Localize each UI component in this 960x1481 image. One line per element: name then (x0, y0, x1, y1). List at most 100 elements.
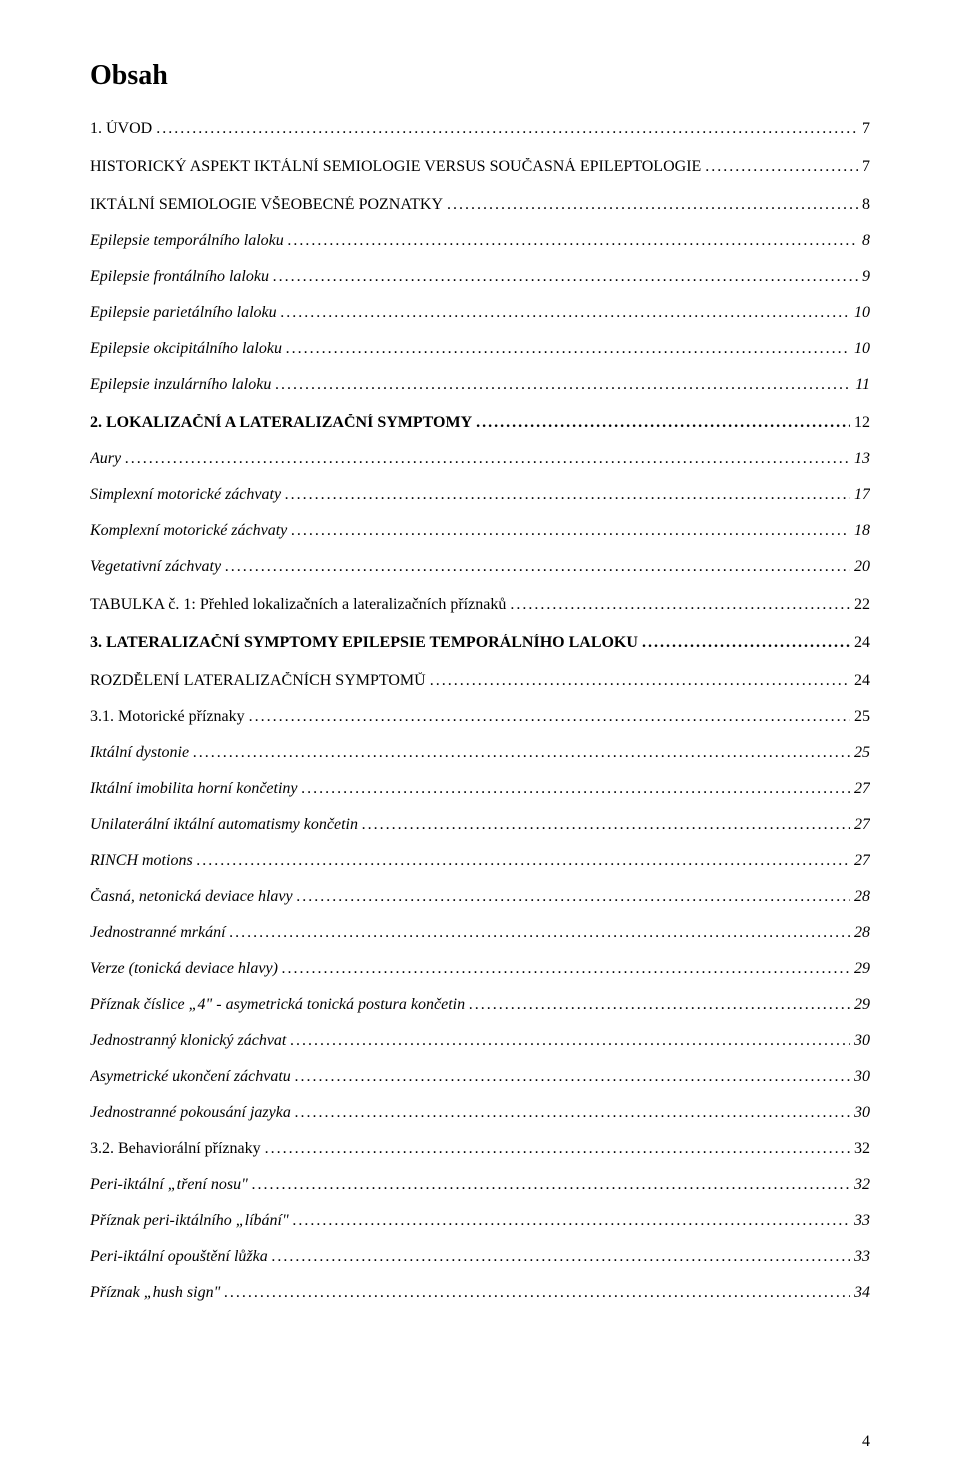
toc-label: 3.1. Motorické příznaky (90, 708, 245, 726)
toc-row: IKTÁLNÍ SEMIOLOGIE VŠEOBECNÉ POZNATKY8 (90, 196, 870, 214)
toc-page-number: 8 (862, 232, 870, 250)
toc-row: Peri-iktální opouštění lůžka33 (90, 1248, 870, 1266)
toc-page-number: 22 (854, 596, 870, 614)
toc-row: Iktální dystonie 25 (90, 744, 870, 762)
toc-leader-dots (510, 596, 850, 614)
toc-leader-dots (302, 780, 850, 798)
toc-row: Verze (tonická deviace hlavy) 29 (90, 960, 870, 978)
toc-label: 1. ÚVOD (90, 120, 152, 138)
document-page: Obsah 1. ÚVOD7 HISTORICKÝ ASPEKT IKTÁLNÍ … (0, 0, 960, 1481)
toc-leader-dots (197, 852, 850, 870)
toc-label: Příznak „hush sign" (90, 1284, 220, 1302)
toc-leader-dots (281, 304, 850, 322)
toc-page-number: 30 (854, 1068, 870, 1086)
toc-label: RINCH motions (90, 852, 193, 870)
toc-page-number: 10 (854, 304, 870, 322)
toc-row: Příznak peri-iktálního „líbání" 33 (90, 1212, 870, 1230)
toc-leader-dots (290, 1032, 850, 1050)
toc-page-number: 11 (855, 376, 870, 394)
toc-label: Asymetrické ukončení záchvatu (90, 1068, 291, 1086)
toc-label: Iktální dystonie (90, 744, 189, 762)
toc-label: Peri-iktální „tření nosu" (90, 1176, 248, 1194)
toc-label: ROZDĚLENÍ LATERALIZAČNÍCH SYMPTOMŮ (90, 672, 426, 690)
toc-leader-dots (272, 1248, 850, 1266)
toc-label: 3.2. Behaviorální příznaky (90, 1140, 261, 1158)
toc-page-number: 27 (854, 852, 870, 870)
toc-label: Epilepsie parietálního laloku (90, 304, 277, 322)
toc-label: Epilepsie inzulárního laloku (90, 376, 271, 394)
toc-row: Aury 13 (90, 450, 870, 468)
toc-page-number: 18 (854, 522, 870, 540)
toc-label: Unilaterální iktální automatismy končeti… (90, 816, 358, 834)
toc-leader-dots (273, 268, 858, 286)
toc-leader-dots (642, 634, 850, 652)
toc-row: TABULKA č. 1: Přehled lokalizačních a la… (90, 596, 870, 614)
toc-page-number: 33 (854, 1212, 870, 1230)
toc-label: 3. LATERALIZAČNÍ SYMPTOMY EPILEPSIE TEMP… (90, 634, 638, 652)
toc-leader-dots (430, 672, 850, 690)
toc-row: 3.2. Behaviorální příznaky32 (90, 1140, 870, 1158)
toc-row: Příznak číslice „4" - asymetrická tonick… (90, 996, 870, 1014)
toc-label: 2. LOKALIZAČNÍ A LATERALIZAČNÍ SYMPTOMY (90, 414, 472, 432)
toc-row: 1. ÚVOD7 (90, 120, 870, 138)
toc-page-number: 25 (854, 708, 870, 726)
toc-row: Jednostranný klonický záchvat 30 (90, 1032, 870, 1050)
toc-leader-dots (225, 558, 850, 576)
toc-page-number: 27 (854, 816, 870, 834)
toc-label: Jednostranné mrkání (90, 924, 226, 942)
toc-row: Jednostranné pokousání jazyka30 (90, 1104, 870, 1122)
toc-page-number: 28 (854, 924, 870, 942)
toc-leader-dots (362, 816, 850, 834)
toc-leader-dots (275, 376, 851, 394)
toc-row: Vegetativní záchvaty20 (90, 558, 870, 576)
toc-leader-dots (286, 340, 850, 358)
toc-page-number: 25 (854, 744, 870, 762)
toc-page-number: 9 (862, 268, 870, 286)
toc-label: Jednostranný klonický záchvat (90, 1032, 286, 1050)
toc-label: Komplexní motorické záchvaty (90, 522, 287, 540)
toc-page-number: 29 (854, 996, 870, 1014)
toc-row: Epilepsie frontálního laloku 9 (90, 268, 870, 286)
toc-row: HISTORICKÝ ASPEKT IKTÁLNÍ SEMIOLOGIE VER… (90, 158, 870, 176)
toc-row: 2. LOKALIZAČNÍ A LATERALIZAČNÍ SYMPTOMY1… (90, 414, 870, 432)
toc-page-number: 32 (854, 1176, 870, 1194)
toc-leader-dots (469, 996, 850, 1014)
toc-page-number: 24 (854, 634, 870, 652)
table-of-contents: 1. ÚVOD7 HISTORICKÝ ASPEKT IKTÁLNÍ SEMIOL… (90, 120, 870, 1302)
toc-leader-dots (297, 888, 850, 906)
toc-leader-dots (265, 1140, 850, 1158)
toc-label: Epilepsie okcipitálního laloku (90, 340, 282, 358)
toc-leader-dots (230, 924, 850, 942)
toc-row: Komplexní motorické záchvaty 18 (90, 522, 870, 540)
toc-label: Verze (tonická deviace hlavy) (90, 960, 278, 978)
toc-page-number: 29 (854, 960, 870, 978)
toc-row: Peri-iktální „tření nosu" 32 (90, 1176, 870, 1194)
toc-leader-dots (447, 196, 858, 214)
toc-leader-dots (295, 1104, 850, 1122)
toc-label: Příznak číslice „4" - asymetrická tonick… (90, 996, 465, 1014)
toc-row: 3.1. Motorické příznaky 25 (90, 708, 870, 726)
toc-label: Aury (90, 450, 121, 468)
toc-label: Časná, netonická deviace hlavy (90, 888, 293, 906)
toc-label: TABULKA č. 1: Přehled lokalizačních a la… (90, 596, 506, 614)
toc-leader-dots (705, 158, 858, 176)
toc-label: HISTORICKÝ ASPEKT IKTÁLNÍ SEMIOLOGIE VER… (90, 158, 701, 176)
toc-label: Příznak peri-iktálního „líbání" (90, 1212, 289, 1230)
toc-page-number: 8 (862, 196, 870, 214)
toc-page-number: 17 (854, 486, 870, 504)
toc-row: Epilepsie parietálního laloku 10 (90, 304, 870, 322)
toc-leader-dots (193, 744, 850, 762)
page-number: 4 (862, 1433, 870, 1451)
toc-leader-dots (282, 960, 850, 978)
toc-page-number: 28 (854, 888, 870, 906)
toc-label: Epilepsie frontálního laloku (90, 268, 269, 286)
toc-row: Příznak „hush sign"34 (90, 1284, 870, 1302)
toc-label: Iktální imobilita horní končetiny (90, 780, 298, 798)
toc-page-number: 10 (854, 340, 870, 358)
page-title: Obsah (90, 60, 870, 92)
toc-row: 3. LATERALIZAČNÍ SYMPTOMY EPILEPSIE TEMP… (90, 634, 870, 652)
toc-leader-dots (295, 1068, 850, 1086)
toc-page-number: 30 (854, 1032, 870, 1050)
toc-page-number: 13 (854, 450, 870, 468)
toc-row: Unilaterální iktální automatismy končeti… (90, 816, 870, 834)
